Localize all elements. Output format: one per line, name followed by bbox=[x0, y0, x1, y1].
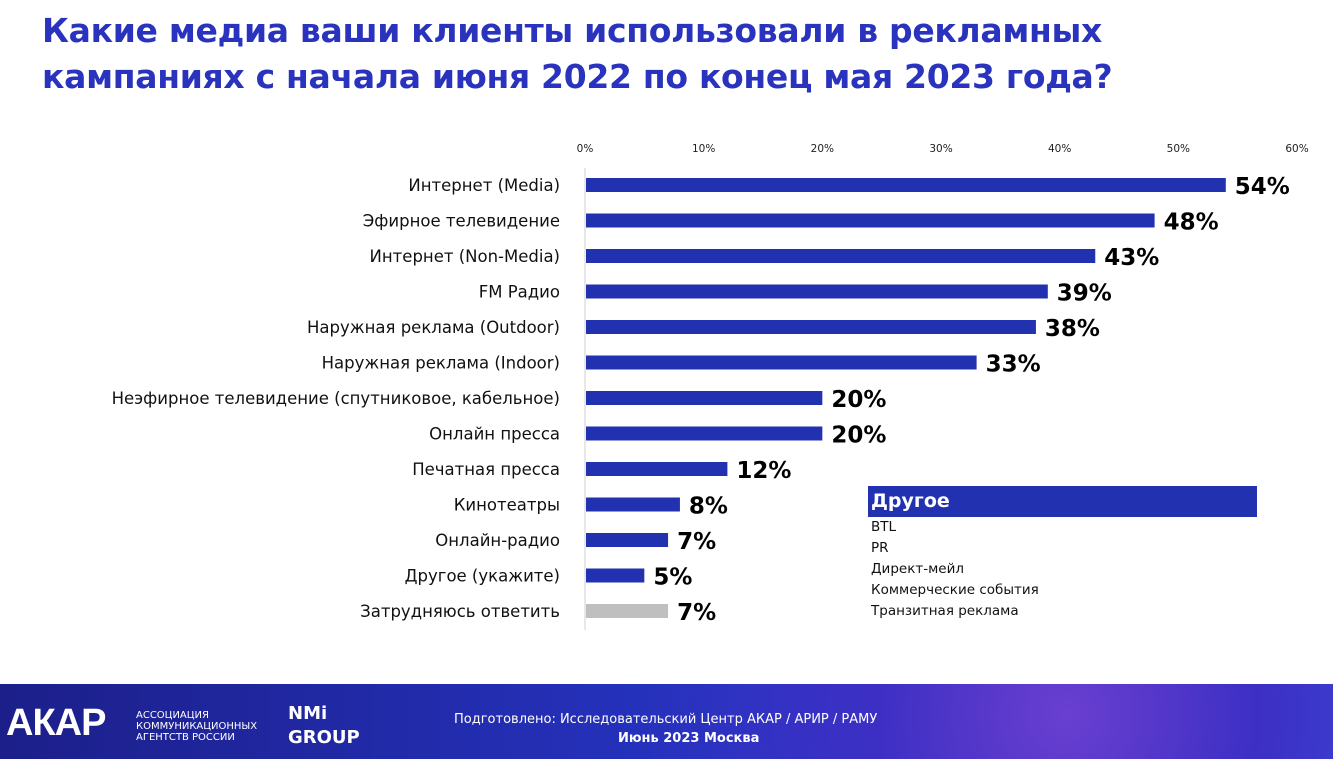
footer-banner: АКАР АССОЦИАЦИЯ КОММУНИКАЦИОННЫХ АГЕНТСТ… bbox=[0, 684, 1333, 759]
category-label: Интернет (Non-Media) bbox=[370, 247, 560, 266]
bar bbox=[586, 284, 1048, 299]
data-label: 33% bbox=[986, 352, 1041, 378]
category-label: Другое (укажите) bbox=[405, 567, 560, 586]
other-legend-box: Другое BTL PR Директ-мейл Коммерческие с… bbox=[868, 486, 1257, 622]
category-label: Онлайн пресса bbox=[429, 425, 560, 444]
report-date: Июнь 2023 Москва bbox=[618, 731, 760, 746]
category-label: Наружная реклама (Outdoor) bbox=[307, 318, 560, 337]
category-label: Онлайн-радио bbox=[435, 531, 560, 550]
x-tick-label: 40% bbox=[1048, 143, 1071, 155]
other-item: Транзитная реклама bbox=[871, 603, 1019, 619]
bar bbox=[586, 497, 680, 512]
category-label: Неэфирное телевидение (спутниковое, кабе… bbox=[112, 389, 560, 408]
akap-logo: АКАР bbox=[6, 702, 106, 744]
data-label: 20% bbox=[831, 387, 886, 413]
data-label: 12% bbox=[736, 458, 791, 484]
logo-line: NMi bbox=[288, 703, 328, 724]
data-label: 7% bbox=[677, 529, 716, 555]
data-label: 54% bbox=[1235, 174, 1290, 200]
data-label: 43% bbox=[1104, 245, 1159, 271]
bar bbox=[586, 568, 645, 583]
data-label: 20% bbox=[831, 423, 886, 449]
category-label: Печатная пресса bbox=[412, 460, 560, 479]
other-item: Директ-мейл bbox=[871, 561, 964, 577]
other-item: BTL bbox=[871, 519, 897, 535]
x-tick-label: 50% bbox=[1167, 143, 1190, 155]
logo-sub-line: АГЕНТСТВ РОССИИ bbox=[136, 732, 235, 743]
bar bbox=[586, 533, 669, 547]
bar bbox=[586, 391, 823, 405]
data-label: 7% bbox=[677, 600, 716, 626]
category-label: Кинотеатры bbox=[454, 496, 560, 515]
x-tick-label: 60% bbox=[1285, 143, 1308, 155]
other-item: PR bbox=[871, 540, 889, 556]
bar bbox=[586, 213, 1155, 228]
page-title: Какие медиа ваши клиенты использовали в … bbox=[42, 11, 1113, 96]
akap-logo-subtitle: АССОЦИАЦИЯ КОММУНИКАЦИОННЫХ АГЕНТСТВ РОС… bbox=[136, 710, 257, 743]
x-tick-label: 20% bbox=[811, 143, 834, 155]
x-tick-label: 30% bbox=[929, 143, 952, 155]
other-item: Коммерческие события bbox=[871, 582, 1039, 598]
category-label: Эфирное телевидение bbox=[363, 212, 560, 231]
prepared-by: Подготовлено: Исследовательский Центр АК… bbox=[454, 712, 878, 727]
logo-line: GROUP bbox=[288, 727, 360, 748]
category-label: FM Радио bbox=[479, 283, 560, 302]
category-label: Интернет (Media) bbox=[408, 176, 560, 195]
bar bbox=[586, 426, 823, 441]
x-tick-label: 0% bbox=[577, 143, 594, 155]
other-heading: Другое bbox=[868, 486, 1257, 517]
category-label: Наружная реклама (Indoor) bbox=[322, 354, 560, 373]
bar bbox=[586, 604, 669, 618]
nmi-group-logo: NMi GROUP bbox=[288, 702, 360, 750]
bar bbox=[586, 249, 1096, 263]
data-label: 8% bbox=[689, 494, 728, 520]
bar bbox=[586, 178, 1226, 192]
x-tick-label: 10% bbox=[692, 143, 715, 155]
bar bbox=[586, 355, 977, 370]
category-label: Затрудняюсь ответить bbox=[360, 602, 560, 621]
data-label: 38% bbox=[1045, 316, 1100, 342]
data-label: 39% bbox=[1057, 281, 1112, 307]
bar-chart: 0% 10% 20% 30% 40% 50% 60% Интернет (Media) 54% Э… bbox=[112, 143, 1309, 630]
data-label: 48% bbox=[1164, 210, 1219, 236]
bar bbox=[586, 320, 1036, 334]
logo-sub-line: АССОЦИАЦИЯ bbox=[136, 710, 209, 721]
logo-sub-line: КОММУНИКАЦИОННЫХ bbox=[136, 721, 258, 732]
data-label: 5% bbox=[653, 565, 692, 591]
bar bbox=[586, 462, 728, 476]
